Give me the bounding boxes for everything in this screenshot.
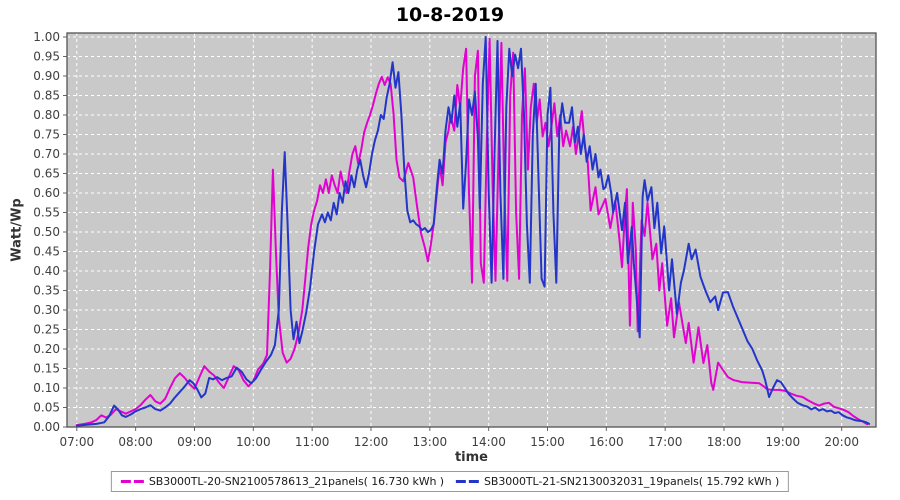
legend: SB3000TL-20-SN2100578613_21panels( 16.73… [110,471,790,492]
svg-text:0.50: 0.50 [33,225,60,239]
series2-line-swatch [456,480,479,483]
svg-text:0.10: 0.10 [33,381,60,395]
svg-text:0.00: 0.00 [33,420,60,434]
svg-text:15:00: 15:00 [530,435,565,449]
svg-text:0.70: 0.70 [33,147,60,161]
svg-text:1.00: 1.00 [33,30,60,44]
svg-text:0.95: 0.95 [33,50,60,64]
svg-text:18:00: 18:00 [707,435,742,449]
x-axis-title: time [454,450,489,465]
svg-text:0.60: 0.60 [33,186,60,200]
series1-line-swatch [120,480,144,483]
legend-label-series1: SB3000TL-20-SN2100578613_21panels( 16.73… [148,475,444,488]
legend-entry-series2: SB3000TL-21-SN2130032031_19panels( 15.79… [456,475,779,488]
svg-text:12:00: 12:00 [354,435,389,449]
svg-text:16:00: 16:00 [589,435,624,449]
svg-text:0.45: 0.45 [33,245,60,259]
svg-text:0.15: 0.15 [33,362,60,376]
svg-text:19:00: 19:00 [766,435,801,449]
svg-text:14:00: 14:00 [471,435,506,449]
svg-text:0.20: 0.20 [33,342,60,356]
svg-text:0.05: 0.05 [33,401,60,415]
svg-text:09:00: 09:00 [177,435,212,449]
svg-text:13:00: 13:00 [413,435,448,449]
legend-entry-series1: SB3000TL-20-SN2100578613_21panels( 16.73… [120,475,444,488]
svg-text:17:00: 17:00 [648,435,683,449]
svg-text:0.80: 0.80 [33,108,60,122]
svg-text:0.40: 0.40 [33,264,60,278]
svg-text:20:00: 20:00 [824,435,859,449]
svg-text:10:00: 10:00 [236,435,271,449]
svg-text:0.65: 0.65 [33,167,60,181]
svg-text:0.85: 0.85 [33,89,60,103]
svg-text:11:00: 11:00 [295,435,330,449]
svg-text:0.30: 0.30 [33,303,60,317]
svg-text:07:00: 07:00 [60,435,95,449]
svg-text:0.75: 0.75 [33,128,60,142]
svg-text:0.35: 0.35 [33,284,60,298]
svg-text:08:00: 08:00 [118,435,153,449]
plot-area: 0.00 0.05 0.10 0.15 0.20 0.25 0.30 0.35 0.40 0.45… [33,30,877,449]
svg-text:0.55: 0.55 [33,206,60,220]
svg-text:0.90: 0.90 [33,69,60,83]
chart-title: 10-8-2019 [395,4,505,26]
legend-label-series2: SB3000TL-21-SN2130032031_19panels( 15.79… [484,475,780,488]
svg-text:0.25: 0.25 [33,323,60,337]
